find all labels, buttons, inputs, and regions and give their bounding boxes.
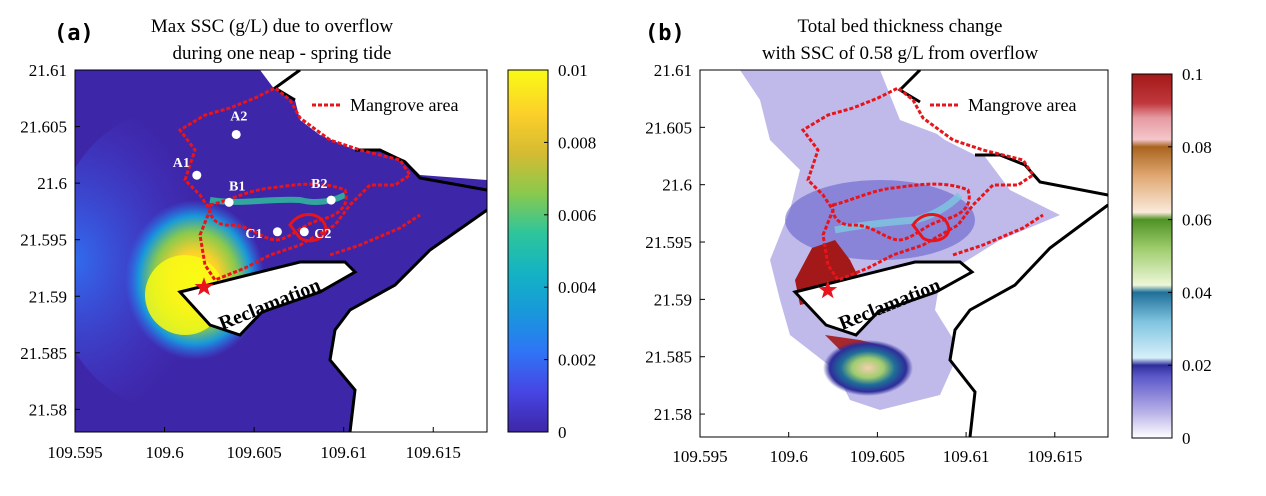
panel-a-legend: Mangrove area [312, 95, 458, 115]
panel-b-colorbar-tick-label: 0.06 [1182, 211, 1212, 230]
panel-b-y-tick-label: 21.6 [662, 176, 692, 195]
panel-a-y-ticks: 21.61 21.605 21.6 21.595 21.59 21.585 21.58 [20, 61, 80, 419]
panel-a-axes-frame [74, 69, 488, 433]
panel-b-map: Reclamation [700, 70, 1108, 437]
panel-a-x-tick-label: 109.6 [145, 443, 183, 462]
panel-a: (a) Max SSC (g/L) due to overflow during… [20, 16, 597, 462]
panel-b-legend: Mangrove area [930, 95, 1076, 115]
panel-a-mangrove-inner [208, 182, 348, 242]
site-marker-c1 [272, 227, 282, 237]
panel-a-y-tick-label: 21.595 [20, 231, 67, 250]
panel-a-title: Max SSC (g/L) due to overflow [151, 16, 394, 37]
site-label-a2: A2 [230, 109, 247, 124]
site-marker-b1 [224, 197, 234, 207]
site-marker-a2 [231, 129, 241, 139]
panel-b-colorbar-tick-label: 0.02 [1182, 356, 1212, 375]
panel-b-y-tick-label: 21.61 [654, 61, 692, 80]
panel-a-land-north [260, 70, 487, 180]
panel-b-legend-label: Mangrove area [968, 95, 1076, 115]
panel-a-colorbar-ramp [507, 69, 549, 433]
panel-a-legend-label: Mangrove area [350, 95, 458, 115]
panel-b-title: Total bed thickness change [798, 16, 1003, 37]
panel-a-y-tick-label: 21.58 [29, 400, 67, 419]
panel-b-y-ticks: 21.61 21.605 21.6 21.595 21.59 21.585 21.58 [645, 61, 705, 424]
site-marker-a1 [192, 170, 202, 180]
panel-b-colorbar-tick-label: 0.1 [1182, 65, 1203, 84]
panel-a-letter: (a) [54, 21, 94, 46]
panel-b-discharge-star [818, 280, 838, 299]
panel-b-mangrove-outer [800, 86, 1036, 282]
panel-b-colorbar: 0.1 0.08 0.06 0.04 0.02 0 [1131, 65, 1212, 448]
panel-b-x-tick-label: 109.61 [943, 447, 990, 466]
panel-b-land-southeast [950, 205, 1108, 437]
panel-b-y-tick-label: 21.58 [654, 405, 692, 424]
panel-a-discharge-star [194, 277, 214, 296]
panel-b-letter: (b) [645, 21, 685, 46]
panel-a-x-tick-label: 109.615 [406, 443, 461, 462]
panel-a-land-southeast [330, 210, 487, 432]
panel-b-y-tick-label: 21.585 [645, 348, 692, 367]
panel-a-colorbar-ticks: 0.01 0.008 0.006 0.004 0.002 0 [544, 61, 597, 442]
panel-b-y-tick-label: 21.595 [645, 233, 692, 252]
panel-a-mangrove-east [329, 213, 421, 257]
panel-b: (b) Total bed thickness change with SSC … [645, 16, 1212, 466]
panel-a-y-tick-label: 21.605 [20, 118, 67, 137]
site-label-c1: C1 [245, 227, 262, 242]
panel-a-colorbar-tick-label: 0.004 [558, 278, 597, 297]
panel-a-colorbar-tick-label: 0.006 [558, 206, 596, 225]
panel-a-y-tick-label: 21.585 [20, 344, 67, 363]
panel-b-x-tick-label: 109.595 [672, 447, 727, 466]
panel-b-colorbar-tick-label: 0.08 [1182, 138, 1212, 157]
panel-b-x-tick-label: 109.615 [1027, 447, 1082, 466]
site-label-b2: B2 [311, 177, 327, 192]
panel-b-deposit-patch [823, 340, 913, 396]
panel-b-subtitle: with SSC of 0.58 g/L from overflow [762, 43, 1039, 64]
panel-b-x-tick-label: 109.605 [850, 447, 905, 466]
panel-a-x-tick-label: 109.61 [320, 443, 367, 462]
panel-b-x-ticks: 109.595 109.6 109.605 109.61 109.615 [672, 432, 1082, 466]
panel-a-mangrove-loop [288, 213, 328, 243]
panel-a-colorbar: 0.01 0.008 0.006 0.004 0.002 0 [507, 61, 597, 442]
panel-a-y-tick-label: 21.59 [29, 287, 67, 306]
panel-a-reclamation [177, 260, 358, 337]
panel-b-land-north [890, 70, 1108, 190]
panel-a-x-ticks: 109.595 109.6 109.605 109.61 109.615 [47, 427, 461, 462]
site-label-a1: A1 [173, 156, 190, 171]
panel-a-coastline [272, 70, 487, 432]
panel-b-x-tick-label: 109.6 [770, 447, 808, 466]
panel-b-colorbar-ramp [1131, 73, 1173, 439]
panel-b-mangrove-loop [911, 213, 951, 243]
panel-b-mangrove-inner [831, 182, 971, 242]
panel-a-colorbar-tick-label: 0.01 [558, 61, 588, 80]
panel-a-x-tick-label: 109.605 [227, 443, 282, 462]
panel-b-mangrove-east [952, 213, 1044, 257]
panel-b-reclamation [792, 260, 975, 337]
panel-b-colorbar-ticks: 0.1 0.08 0.06 0.04 0.02 0 [1168, 65, 1212, 448]
panel-a-colorbar-tick-label: 0.008 [558, 133, 596, 152]
panel-a-y-tick-label: 21.61 [29, 61, 67, 80]
panel-a-x-tick-label: 109.595 [47, 443, 102, 462]
panel-b-colorbar-tick-label: 0 [1182, 429, 1191, 448]
panel-a-colorbar-tick-label: 0 [558, 423, 567, 442]
panel-a-subtitle: during one neap - spring tide [173, 43, 392, 64]
panel-a-sites: A1 A2 B1 B2 C1 C2 [173, 109, 336, 242]
panel-b-colorbar-tick-label: 0.04 [1182, 283, 1212, 302]
panel-a-y-tick-label: 21.6 [37, 174, 67, 193]
panel-b-y-tick-label: 21.59 [654, 290, 692, 309]
panel-a-mangrove-outer [177, 86, 413, 282]
panel-a-colorbar-tick-label: 0.002 [558, 351, 596, 370]
panel-b-y-tick-label: 21.605 [645, 118, 692, 137]
site-label-b1: B1 [229, 179, 245, 194]
site-marker-b2 [326, 195, 336, 205]
panel-b-axes-frame [699, 69, 1109, 438]
site-marker-c2 [299, 227, 309, 237]
site-label-c2: C2 [314, 227, 331, 242]
